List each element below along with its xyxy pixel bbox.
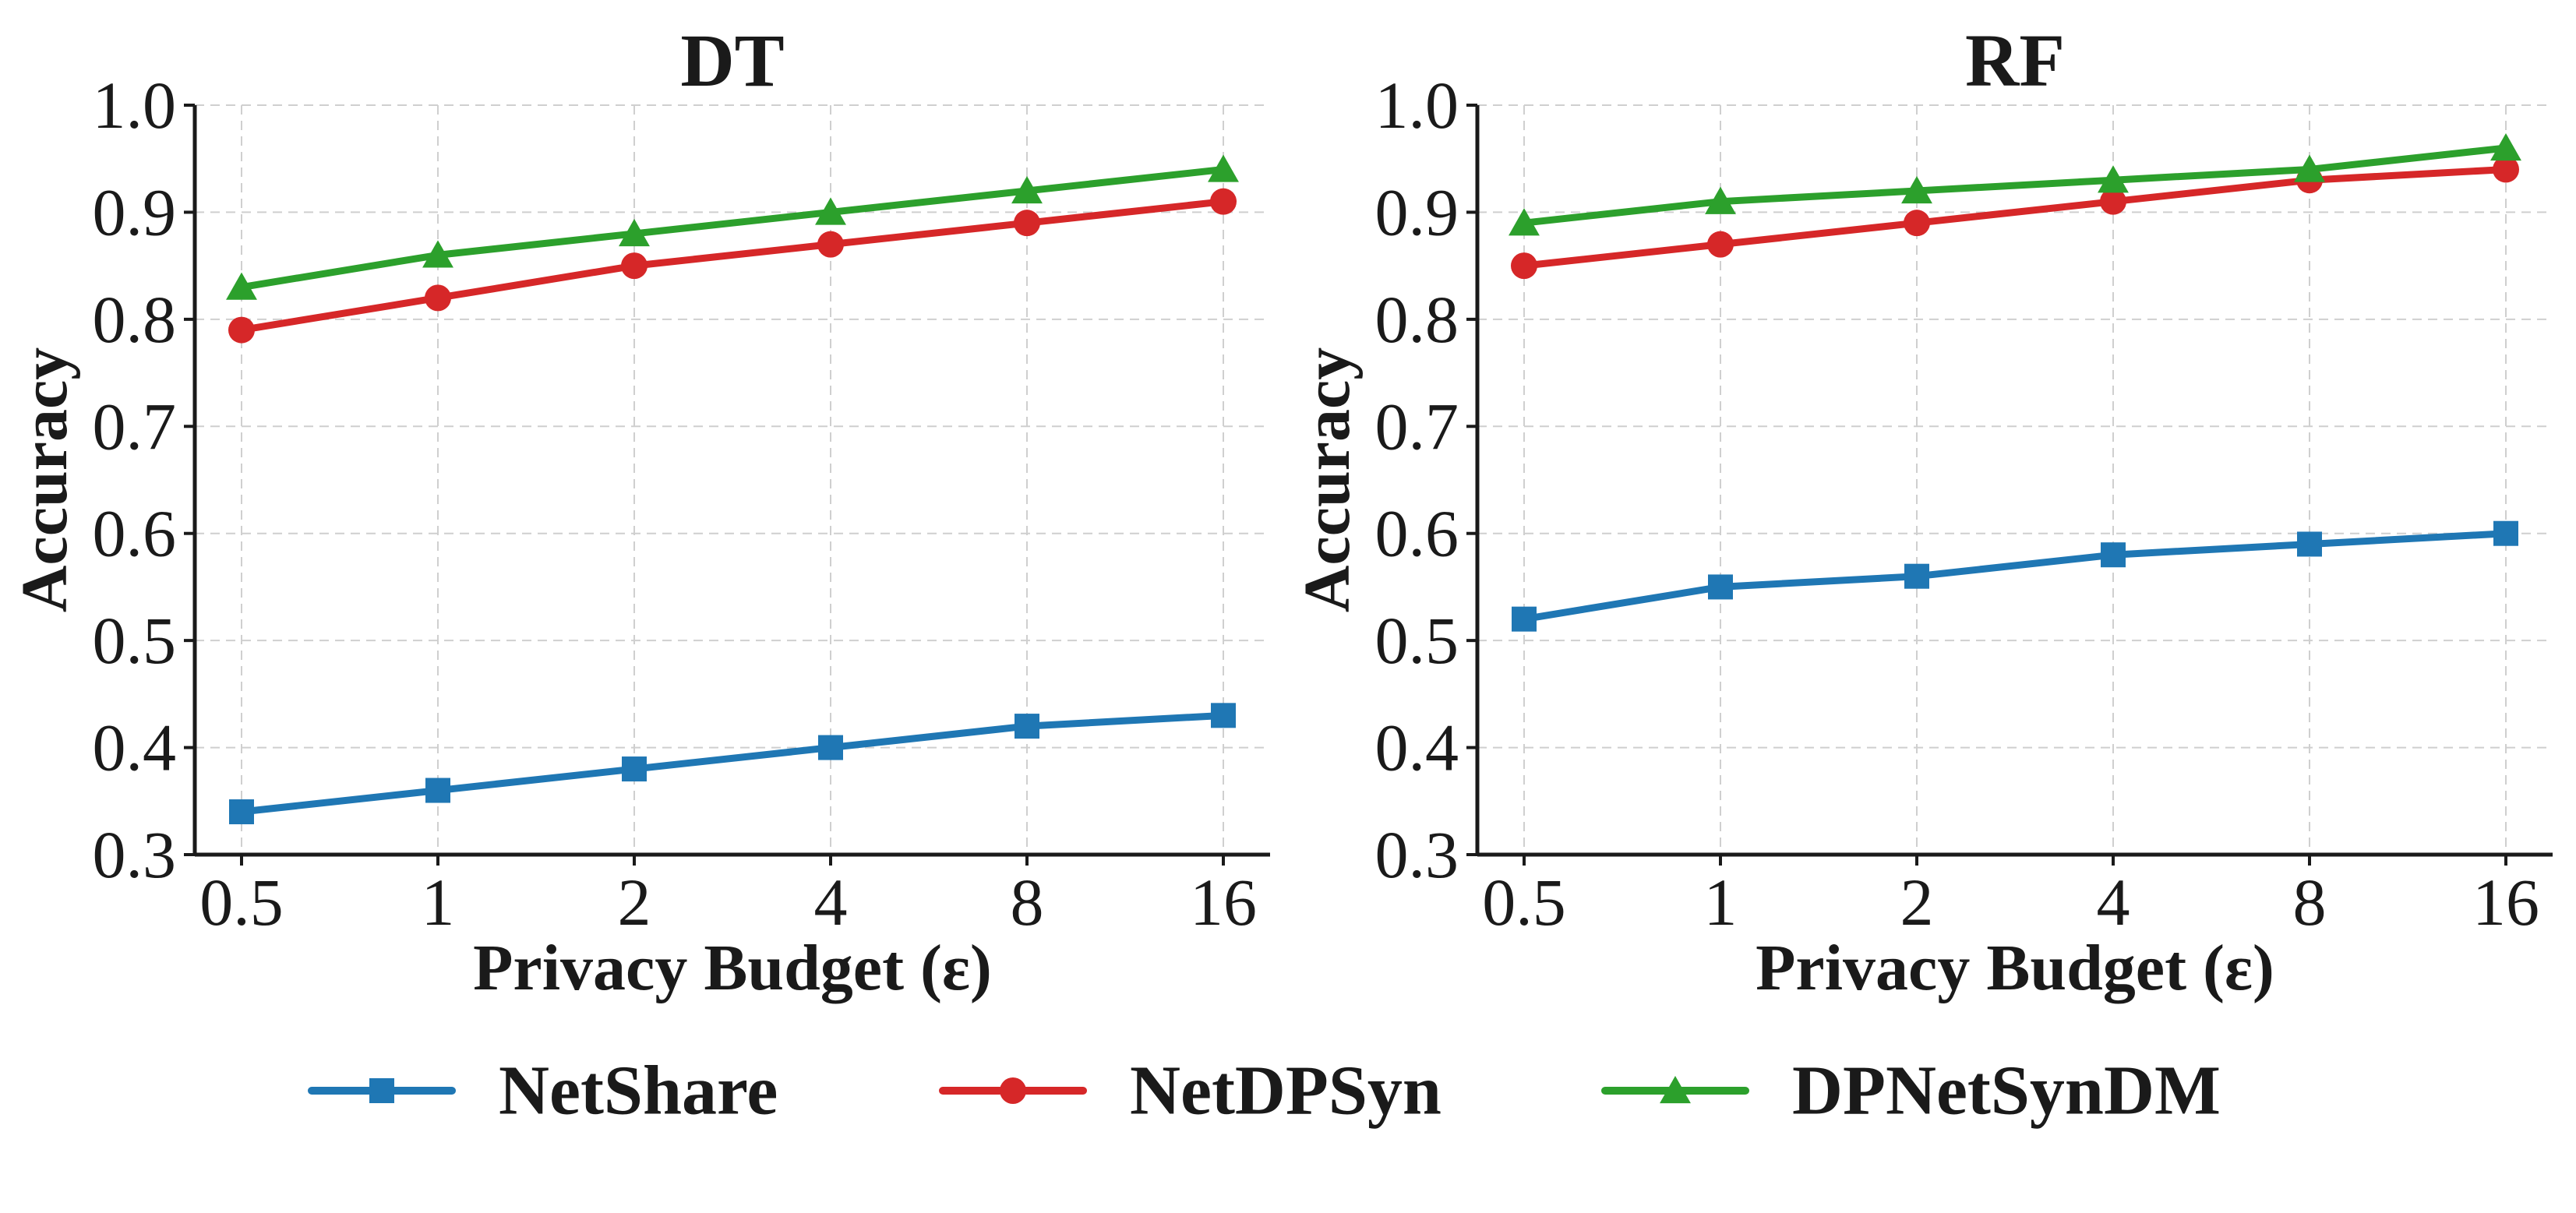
dt-x-axis-label: Privacy Budget (ε) (473, 932, 992, 1004)
dt-ytick-label-4: 0.7 (93, 389, 177, 464)
rf-point-dpnetsyndm-5 (2490, 132, 2521, 161)
rf-point-dpnetsyndm-3 (2098, 165, 2129, 193)
dt-point-netdpsyn-5 (1210, 188, 1237, 215)
rf-ytick-label-6: 0.9 (1375, 175, 1459, 249)
dt-point-netdpsyn-1 (425, 284, 451, 312)
dt-xtick-label-1: 1 (422, 865, 455, 940)
dt-xtick-label-5: 16 (1190, 865, 1257, 940)
dt-ytick-label-0: 0.3 (93, 817, 177, 892)
rf-point-dpnetsyndm-4 (2294, 154, 2325, 182)
legend: NetShare NetDPSyn DPNetSynDM (308, 1053, 2221, 1130)
rf-xtick-label-0: 0.5 (1482, 865, 1566, 940)
dt-point-dpnetsyndm-1 (422, 240, 453, 268)
rf-series-line-netdpsyn (1520, 165, 2510, 270)
rf-xtick-label-2: 2 (1900, 865, 1934, 940)
rf-ytick-label-4: 0.7 (1375, 389, 1459, 464)
rf-ytick-label-3: 0.6 (1375, 496, 1459, 571)
rf-y-axis-label: Accuracy (1291, 347, 1364, 613)
dt-chart-title: DT (680, 19, 784, 102)
rf-ytick-label-2: 0.5 (1375, 603, 1459, 678)
dt-ytick-label-7: 1.0 (93, 68, 177, 143)
legend-marker-netshare (369, 1078, 394, 1103)
rf-point-netdpsyn-1 (1707, 231, 1734, 258)
dt-point-netshare-3 (818, 735, 843, 760)
dt-xtick-label-4: 8 (1011, 865, 1044, 940)
legend-label-netdpsyn: NetDPSyn (1130, 1053, 1442, 1130)
chart-panel-dt: 0.3 0.4 0.5 0.6 0.7 0.8 0.9 1.0 0.5 1 2 4 8 16 DT Priva… (9, 19, 1270, 1004)
legend-marker-dpnetsyndm (1660, 1076, 1691, 1104)
dt-point-netshare-2 (622, 756, 647, 782)
rf-point-netdpsyn-0 (1511, 252, 1537, 280)
rf-point-netshare-3 (2101, 542, 2126, 568)
dt-series-line-netshare (238, 711, 1227, 816)
dt-ytick-label-6: 0.9 (93, 175, 177, 249)
rf-chart-title: RF (1965, 19, 2065, 102)
dt-point-netshare-4 (1015, 714, 1039, 739)
rf-series-line-netshare (1520, 530, 2510, 623)
rf-ytick-label-7: 1.0 (1375, 68, 1459, 143)
rf-point-dpnetsyndm-2 (1901, 175, 1932, 204)
dt-xtick-label-0: 0.5 (199, 865, 284, 940)
dt-ytick-label-1: 0.4 (93, 711, 177, 785)
dt-ytick-label-2: 0.5 (93, 603, 177, 678)
dt-point-netdpsyn-2 (621, 252, 648, 280)
rf-point-netshare-0 (1512, 606, 1537, 632)
legend-label-netshare: NetShare (499, 1053, 778, 1130)
rf-point-netshare-5 (2493, 520, 2518, 546)
rf-point-netshare-1 (1708, 574, 1733, 600)
rf-xtick-label-1: 1 (1704, 865, 1738, 940)
rf-xtick-label-5: 16 (2472, 865, 2539, 940)
rf-point-netshare-4 (2297, 531, 2322, 557)
dt-series-line-netdpsyn (238, 198, 1227, 334)
legend-label-dpnetsyndm: DPNetSynDM (1792, 1053, 2221, 1130)
dt-point-dpnetsyndm-0 (226, 272, 257, 300)
dt-point-netdpsyn-0 (228, 316, 255, 344)
dt-series-line-dpnetsyndm (238, 165, 1227, 291)
dt-point-dpnetsyndm-3 (815, 197, 846, 225)
rf-ytick-label-0: 0.3 (1375, 817, 1459, 892)
rf-ytick-label-5: 0.8 (1375, 282, 1459, 357)
rf-point-netdpsyn-5 (2493, 156, 2519, 183)
dt-point-netshare-0 (229, 799, 254, 825)
dt-point-dpnetsyndm-5 (1208, 154, 1239, 182)
dt-point-dpnetsyndm-2 (619, 218, 650, 247)
dt-point-netdpsyn-4 (1014, 210, 1040, 237)
rf-x-axis-label: Privacy Budget (ε) (1756, 932, 2274, 1004)
dt-y-axis-label: Accuracy (9, 347, 81, 613)
rf-point-dpnetsyndm-0 (1509, 208, 1540, 236)
dt-point-dpnetsyndm-4 (1011, 175, 1043, 204)
dt-xtick-label-3: 4 (814, 865, 848, 940)
dt-xtick-label-2: 2 (618, 865, 651, 940)
rf-xtick-label-3: 4 (2097, 865, 2130, 940)
rf-point-netdpsyn-2 (1904, 210, 1930, 237)
dt-ytick-label-3: 0.6 (93, 496, 177, 571)
rf-series-line-dpnetsyndm (1520, 144, 2510, 227)
rf-ytick-label-1: 0.4 (1375, 711, 1459, 785)
rf-point-netshare-2 (1904, 563, 1929, 589)
rf-xtick-label-4: 8 (2293, 865, 2327, 940)
chart-panel-rf: 0.3 0.4 0.5 0.6 0.7 0.8 0.9 1.0 0.5 1 2 4 8 16 RF Priva… (1291, 19, 2553, 1004)
dt-point-netdpsyn-3 (817, 231, 844, 258)
dt-point-netshare-5 (1211, 703, 1236, 728)
legend-marker-netdpsyn (1000, 1077, 1026, 1104)
dt-point-netshare-1 (425, 778, 450, 803)
dt-ytick-label-5: 0.8 (93, 282, 177, 357)
rf-point-netdpsyn-3 (2100, 188, 2126, 215)
rf-point-dpnetsyndm-1 (1705, 186, 1736, 214)
